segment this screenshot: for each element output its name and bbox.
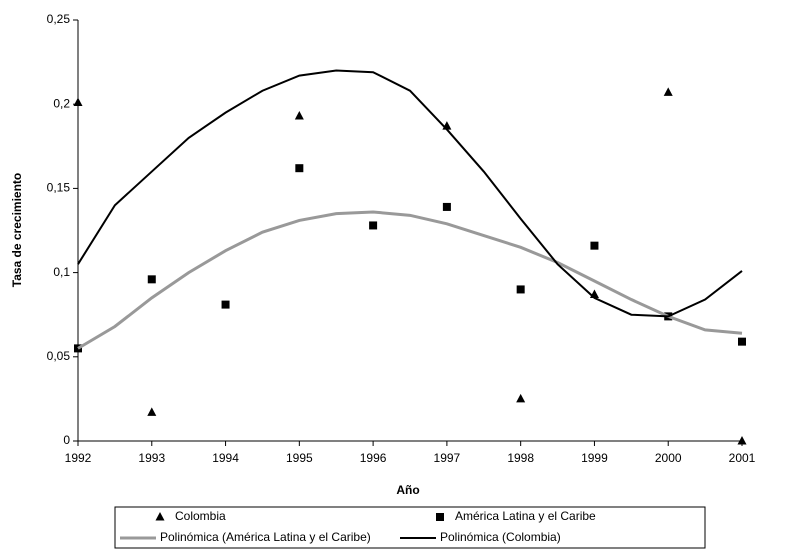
point: [147, 275, 156, 284]
y-tick-label: 0: [63, 433, 70, 447]
x-tick-label: 2001: [729, 451, 756, 465]
point: [369, 221, 378, 230]
legend-label: Polinómica (América Latina y el Caribe): [160, 530, 371, 544]
x-tick-label: 1992: [65, 451, 92, 465]
point: [737, 436, 747, 445]
x-tick-label: 1995: [286, 451, 313, 465]
x-tick-label: 1993: [138, 451, 165, 465]
y-tick-label: 0,05: [47, 349, 71, 363]
point: [590, 241, 599, 250]
x-tick-label: 1999: [581, 451, 608, 465]
y-axis-label: Tasa de crecimiento: [10, 173, 24, 288]
x-tick-label: 1998: [507, 451, 534, 465]
legend: [114, 506, 706, 549]
point: [738, 337, 746, 346]
x-tick-label: 1996: [360, 451, 387, 465]
y-tick-label: 0,1: [53, 265, 70, 279]
y-tick-label: 0,25: [47, 12, 71, 26]
y-tick-label: 0,2: [53, 96, 70, 110]
point: [295, 164, 304, 173]
legend-swatch: [436, 513, 444, 521]
legend-label: América Latina y el Caribe: [455, 509, 596, 523]
legend-label: Polinómica (Colombia): [440, 530, 561, 544]
point: [663, 87, 673, 96]
legend-swatch: [155, 512, 165, 521]
x-tick-label: 1994: [212, 451, 239, 465]
point: [442, 202, 451, 211]
x-tick-label: 1997: [434, 451, 461, 465]
trend-line: [77, 69, 743, 318]
point: [294, 110, 304, 120]
legend-label: Colombia: [175, 509, 226, 523]
y-tick-label: 0,15: [47, 181, 71, 195]
trend-line: [77, 210, 743, 350]
point: [147, 407, 157, 416]
x-tick-label: 2000: [655, 451, 682, 465]
point: [516, 393, 526, 403]
point: [516, 285, 525, 294]
point: [221, 300, 230, 309]
point: [73, 97, 83, 107]
x-axis-label: Año: [396, 483, 419, 497]
